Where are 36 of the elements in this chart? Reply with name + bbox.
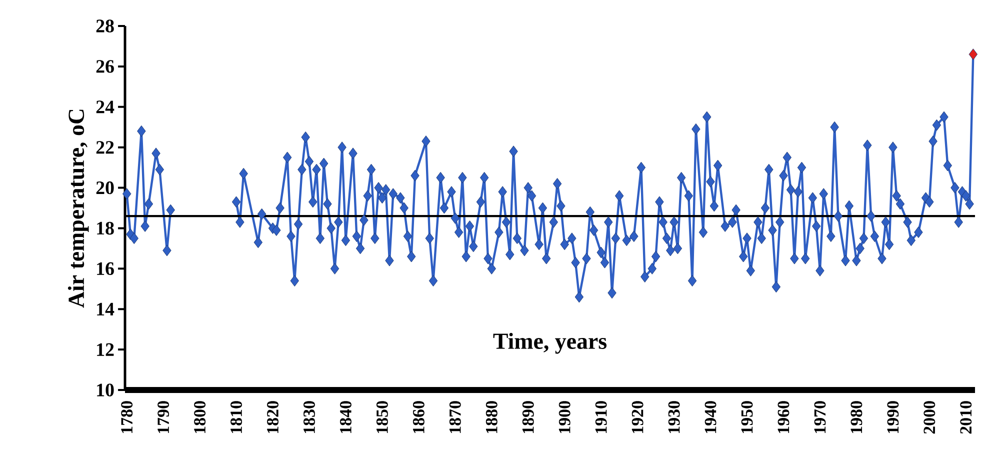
x-axis-title: Time, years	[493, 332, 606, 354]
x-tick-label: 1960	[778, 401, 790, 434]
y-tick-label: 10	[97, 384, 114, 396]
x-tick-label: 1810	[230, 401, 242, 434]
y-tick-label: 16	[97, 262, 114, 276]
x-tick-label: 2010	[960, 401, 972, 434]
x-tick-label: 1790	[158, 401, 170, 434]
x-tick-label: 1890	[522, 401, 534, 434]
y-tick-label: 24	[96, 100, 114, 114]
x-tick-label: 1940	[704, 401, 716, 434]
x-tick-label: 1850	[376, 401, 388, 434]
y-tick-label: 22	[96, 141, 114, 154]
x-tick-label: 1920	[632, 401, 644, 434]
x-tick-label: 1830	[304, 401, 315, 434]
y-tick-label: 14	[97, 302, 114, 316]
x-tick-label: 1860	[412, 401, 424, 434]
x-tick-label: 1840	[340, 401, 352, 434]
x-tick-label: 1800	[194, 401, 206, 434]
y-tick-label: 26	[96, 60, 114, 73]
x-tick-label: 1980	[850, 401, 862, 434]
x-tick-label: 1870	[449, 401, 461, 434]
x-tick-label: 1990	[887, 401, 899, 434]
x-tick-label: 1950	[741, 401, 753, 434]
y-tick-label: 12	[97, 343, 114, 356]
y-axis-title: Air temperature, oC	[68, 110, 89, 308]
x-tick-label: 2000	[924, 401, 936, 434]
y-tick-label: 28	[96, 20, 114, 32]
x-tick-label: 1880	[486, 401, 498, 434]
x-tick-label: 1930	[668, 401, 680, 434]
x-tick-label: 1970	[814, 401, 826, 434]
x-tick-label: 1820	[267, 401, 278, 434]
y-tick-label: 18	[97, 222, 114, 235]
y-tick-label: 20	[96, 181, 114, 194]
x-tick-label: 1900	[558, 401, 570, 434]
x-tick-label: 1780	[121, 401, 133, 434]
x-tick-label: 1910	[595, 401, 607, 434]
